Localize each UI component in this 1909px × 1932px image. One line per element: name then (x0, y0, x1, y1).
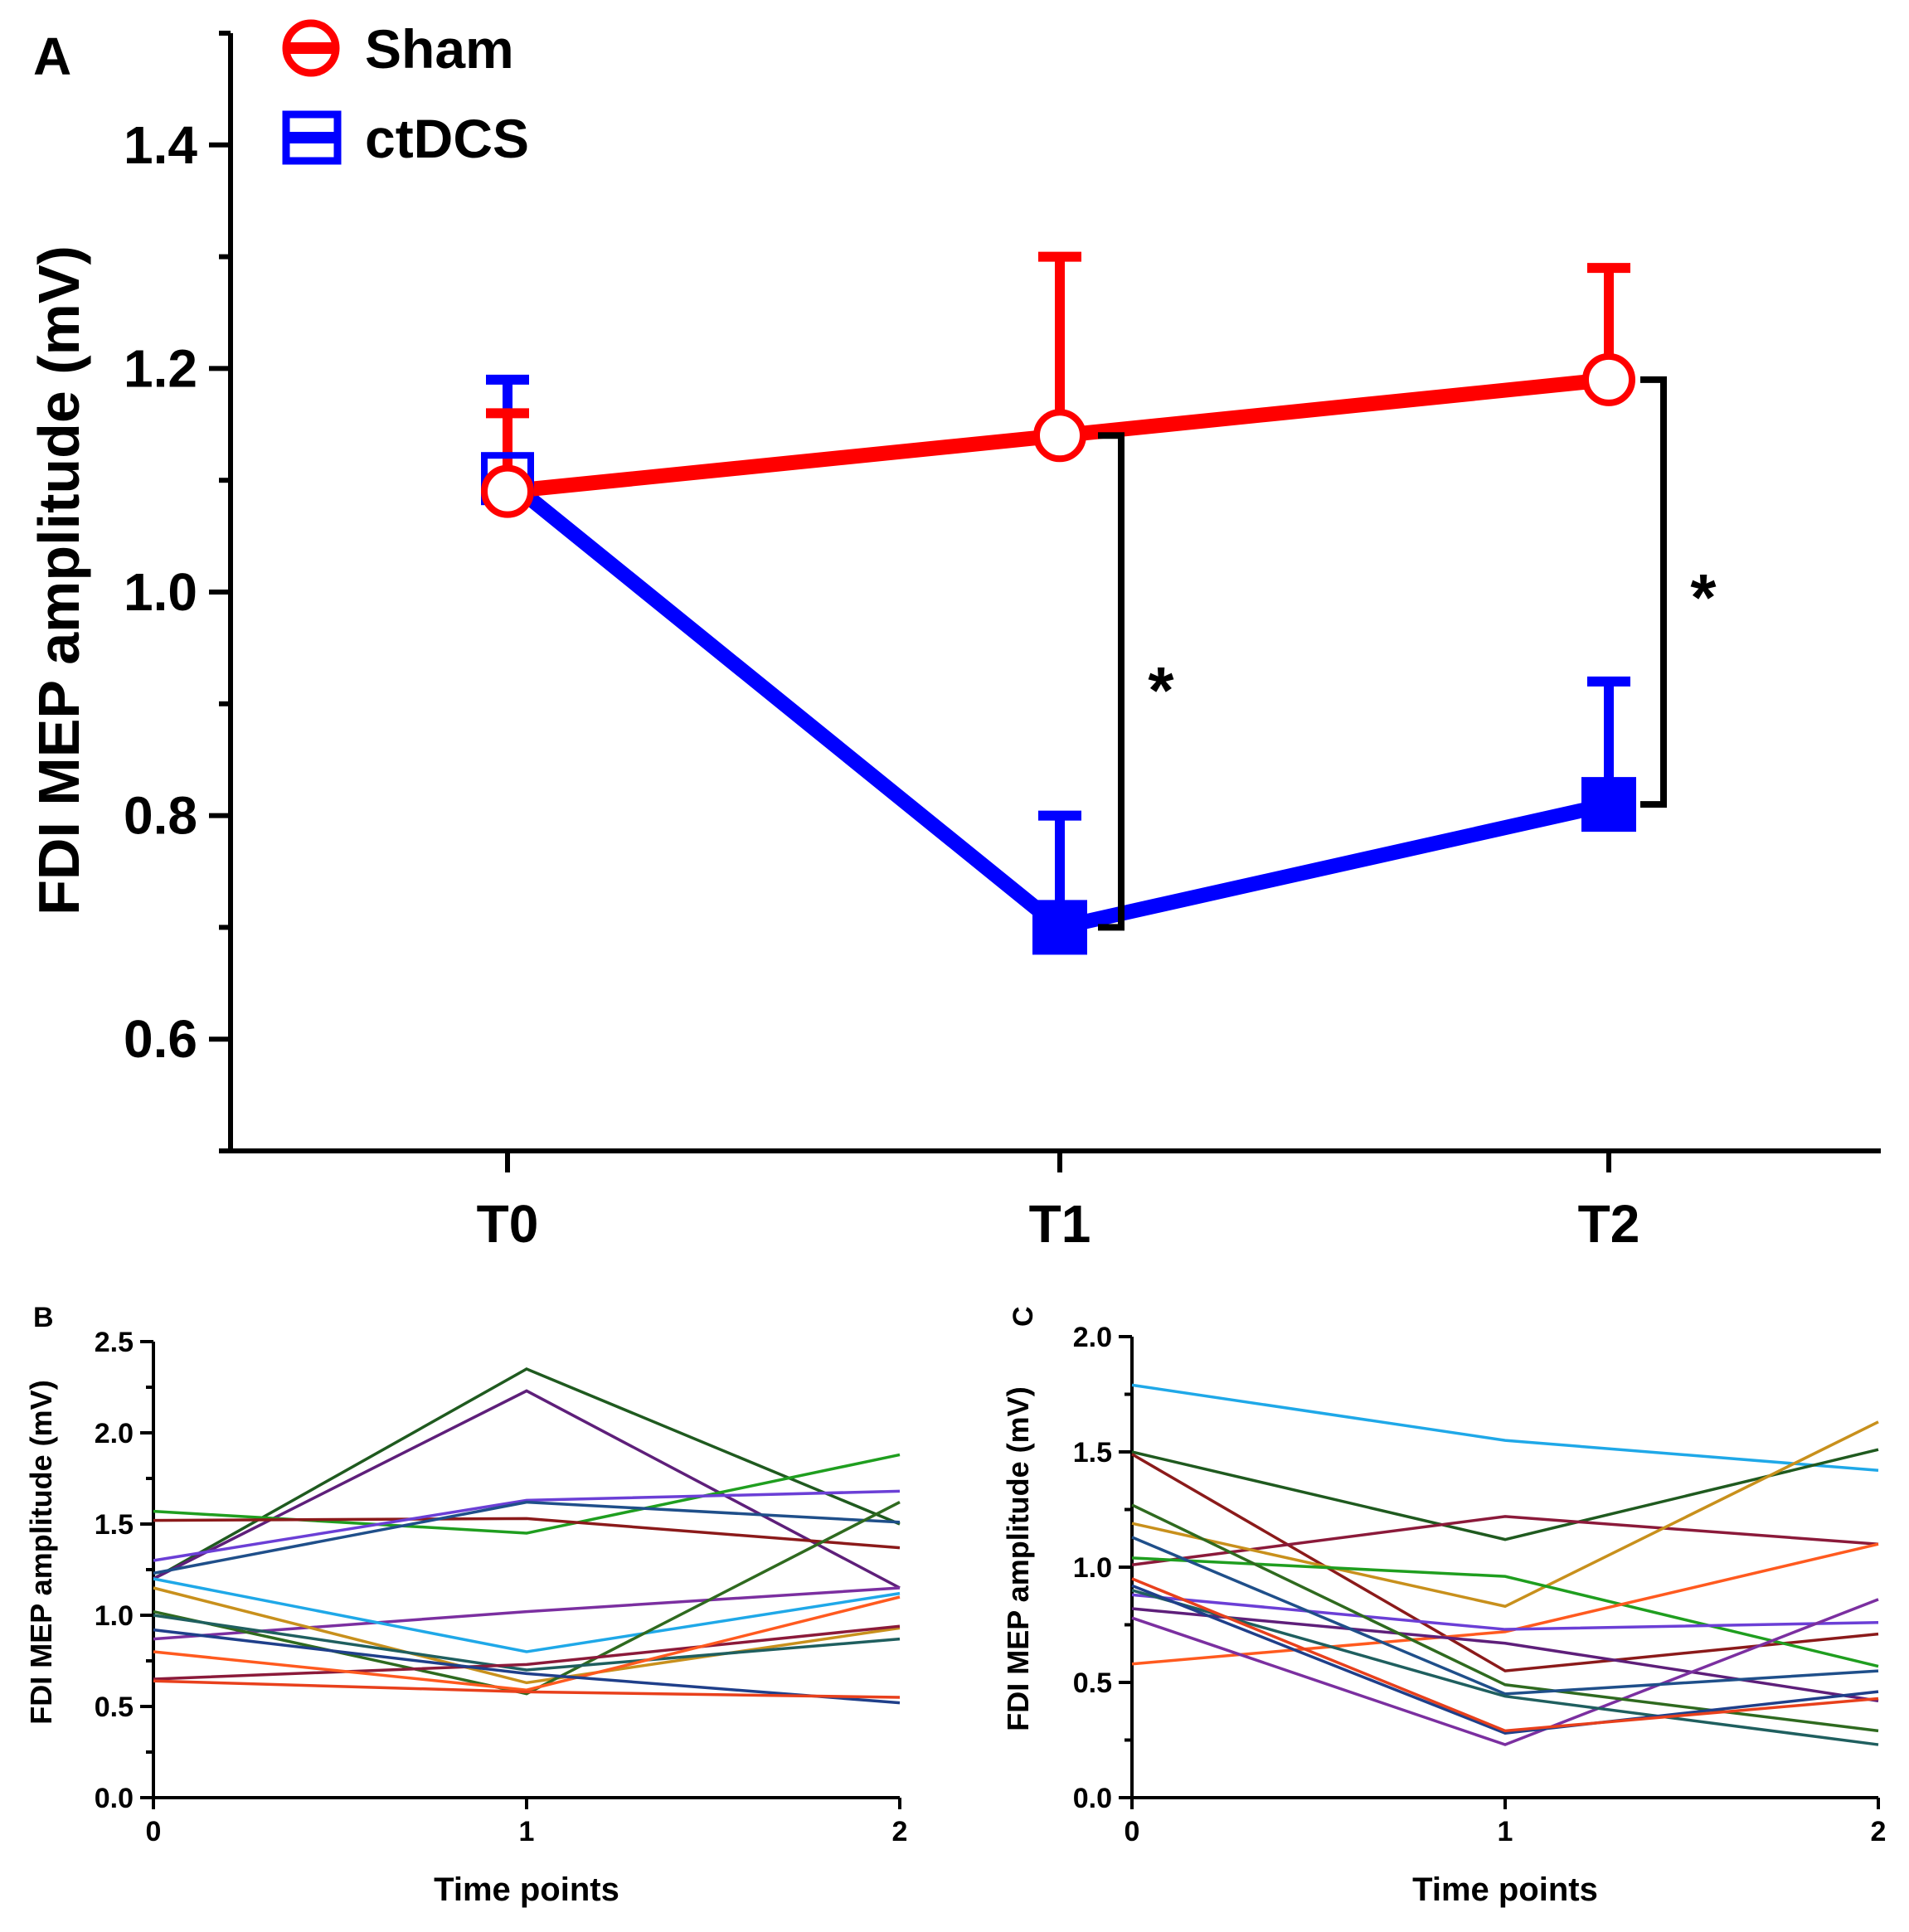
subject-line-s8 (1131, 1593, 1879, 1631)
y-tick-label: 2.0 (95, 1418, 134, 1449)
y-tick-label: 0.0 (1073, 1783, 1112, 1814)
panel-c-x-axis-label: Time points (1412, 1871, 1598, 1908)
x-tick-label: 2 (1871, 1816, 1887, 1847)
subject-line-s4 (153, 1517, 901, 1550)
y-tick-label: 1.5 (95, 1509, 134, 1541)
legend-sham-label: Sham (365, 18, 514, 80)
significance-bracket (1098, 432, 1125, 931)
subject-line-s11 (1131, 1503, 1879, 1733)
y-tick-label: 0.5 (1073, 1667, 1112, 1699)
x-tick-label: T2 (1578, 1194, 1640, 1254)
y-tick-label: 0.0 (95, 1783, 134, 1814)
x-tick-label: 1 (519, 1816, 535, 1847)
subject-line-s12 (153, 1624, 901, 1681)
panel-c: C 0.0 0.5 1.0 1.5 2.0 0 1 2 Time points FDI MEP… (1001, 1306, 1886, 1908)
sham-point-marker (1033, 409, 1086, 463)
panel-b-x-axis-label: Time points (434, 1871, 619, 1908)
subject-line-s1 (1131, 1383, 1879, 1472)
subject-line-s6 (1131, 1556, 1879, 1668)
x-tick-label: T0 (477, 1194, 539, 1254)
panel-b: B 0.0 0.5 1.0 1.5 2.0 2.5 0 1 2 Time points FDI … (24, 1302, 907, 1908)
y-tick-label: 0.6 (124, 1009, 197, 1069)
panel-b-letter: B (33, 1302, 54, 1333)
subject-line-s9 (1131, 1607, 1879, 1702)
subject-line-s4 (1131, 1515, 1879, 1566)
x-tick-label: 0 (1125, 1816, 1140, 1847)
ctdcs-point-marker (1581, 777, 1636, 833)
subject-line-s12 (1131, 1536, 1879, 1696)
subject-line-s10 (153, 1501, 901, 1696)
subject-line-s8 (153, 1577, 901, 1653)
y-tick-label: 2.0 (1073, 1322, 1112, 1353)
panel-c-letter: C (1008, 1306, 1039, 1327)
x-tick-label: 1 (1498, 1816, 1513, 1847)
subject-line-s13 (153, 1595, 901, 1692)
y-tick-label: 1.2 (124, 338, 197, 398)
subject-line-s2 (1131, 1448, 1879, 1541)
sham-point-marker (481, 464, 534, 518)
x-tick-label: 2 (892, 1816, 908, 1847)
panel-a-y-axis-label: FDI MEP amplitude (mV) (27, 245, 91, 915)
subject-line-s13 (1131, 1589, 1879, 1746)
subject-line-s6 (153, 1500, 901, 1575)
subject-line-s7 (1131, 1542, 1879, 1666)
significance-bracket (1640, 376, 1667, 808)
y-tick-label: 1.5 (1073, 1437, 1112, 1468)
subject-line-s9 (153, 1586, 901, 1685)
panel-c-y-axis-label: FDI MEP amplitude (mV) (1001, 1386, 1035, 1731)
panel-a-plot-area: 0.6 0.8 1.0 1.2 1.4 T0 T1 T2 * * (124, 31, 1881, 1254)
panel-a-letter: A (33, 27, 71, 86)
subject-line-s11 (153, 1614, 901, 1672)
ctdcs-point-marker (1032, 900, 1087, 955)
y-tick-label: 1.4 (124, 115, 197, 175)
sham-point-marker (1582, 352, 1635, 406)
subject-line-s10 (1131, 1598, 1879, 1746)
panel-a: A 0.6 0.8 1.0 1.2 1.4 T0 T1 T2 * * Sham ctDCS FDI… (27, 18, 1881, 1254)
x-tick-label: 0 (146, 1816, 162, 1847)
subject-line-s14 (153, 1628, 901, 1705)
subject-line-s14 (1131, 1584, 1879, 1735)
y-tick-label: 2.5 (95, 1327, 134, 1358)
y-tick-label: 0.8 (124, 786, 197, 846)
legend-ctdcs-label: ctDCS (365, 108, 529, 169)
panel-b-y-axis-label: FDI MEP amplitude (mV) (24, 1380, 58, 1724)
x-tick-label: T1 (1029, 1194, 1091, 1254)
subject-line-s7 (153, 1586, 901, 1641)
subject-line-s1 (153, 1367, 901, 1580)
subject-line-s2 (153, 1389, 901, 1590)
subject-line-s15 (1131, 1577, 1879, 1733)
significance-star-t1: * (1148, 653, 1174, 727)
subject-line-s15 (153, 1679, 901, 1699)
y-tick-label: 1.0 (1073, 1552, 1112, 1584)
y-tick-label: 1.0 (124, 562, 197, 622)
y-tick-label: 0.5 (95, 1692, 134, 1723)
panel-b-plot-area: 0.0 0.5 1.0 1.5 2.0 2.5 0 1 2 (95, 1327, 908, 1847)
significance-star-t2: * (1690, 561, 1717, 634)
panel-a-legend: Sham ctDCS (282, 18, 529, 169)
subject-line-s5 (1131, 1420, 1879, 1609)
subject-line-s5 (153, 1489, 901, 1562)
y-tick-label: 1.0 (95, 1600, 134, 1632)
panel-c-plot-area: 0.0 0.5 1.0 1.5 2.0 0 1 2 (1073, 1322, 1887, 1847)
